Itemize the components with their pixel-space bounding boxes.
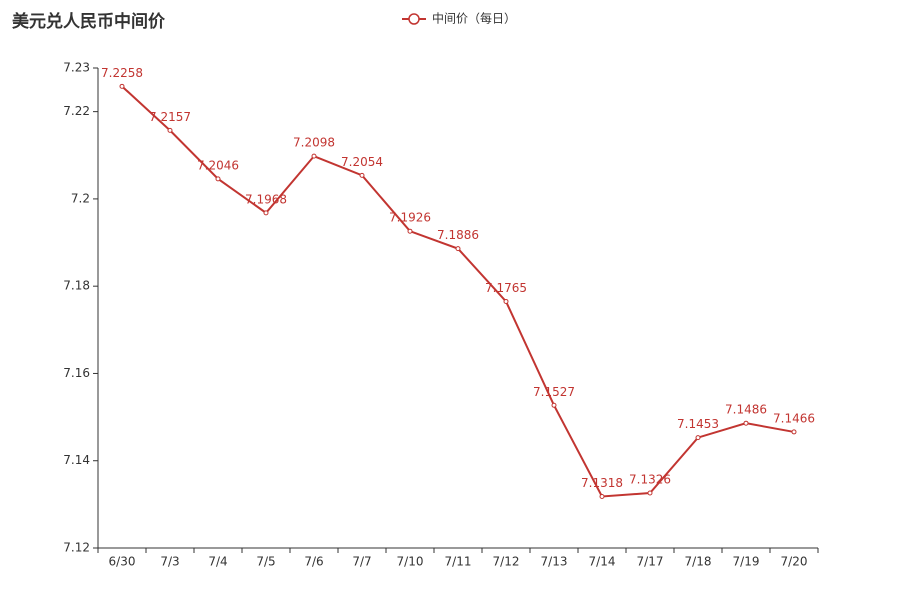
x-tick-label: 7/14: [589, 555, 616, 569]
point: [647, 490, 653, 496]
point: [119, 83, 125, 89]
data-label: 7.1326: [629, 473, 671, 487]
x-tick-label: 7/4: [208, 555, 227, 569]
y-tick-label: 7.2: [71, 191, 90, 205]
data-label: 7.1765: [485, 281, 527, 295]
data-label: 7.1926: [389, 211, 431, 225]
x-tick-label: 7/11: [445, 555, 472, 569]
point: [695, 435, 701, 441]
y-tick-label: 7.14: [63, 453, 90, 467]
data-label: 7.2098: [293, 136, 335, 150]
data-label: 7.1968: [245, 192, 287, 206]
point: [743, 420, 749, 426]
x-tick-label: 7/3: [160, 555, 179, 569]
line: [121, 85, 795, 498]
y-tick-label: 7.12: [63, 541, 90, 555]
point: [359, 172, 365, 178]
x-tick-label: 7/12: [493, 555, 520, 569]
y-tick-label: 7.23: [63, 61, 90, 75]
data-label: 7.2258: [101, 66, 143, 80]
y-tick-label: 7.18: [63, 279, 90, 293]
point: [599, 494, 605, 500]
point: [167, 127, 173, 133]
point: [551, 402, 557, 408]
x-tick-label: 7/7: [352, 555, 371, 569]
data-label: 7.1318: [581, 476, 623, 490]
x-tick-label: 6/30: [109, 555, 136, 569]
legend-marker: [408, 13, 420, 25]
point: [263, 210, 269, 216]
x-tick-label: 7/5: [256, 555, 275, 569]
data-label: 7.1527: [533, 385, 575, 399]
data-label: 7.2046: [197, 158, 239, 172]
data-label: 7.2157: [149, 110, 191, 124]
data-label: 7.1886: [437, 228, 479, 242]
x-tick-label: 7/13: [541, 555, 568, 569]
x-tick-label: 7/18: [685, 555, 712, 569]
x-tick-label: 7/20: [781, 555, 808, 569]
point: [215, 176, 221, 182]
x-tick-label: 7/19: [733, 555, 760, 569]
point: [455, 246, 461, 252]
x-tick-label: 7/10: [397, 555, 424, 569]
x-tick-label: 7/6: [304, 555, 323, 569]
point: [311, 153, 317, 159]
legend-label: 中间价（每日）: [432, 11, 516, 26]
y-tick-label: 7.22: [63, 104, 90, 118]
point: [503, 298, 509, 304]
data-label: 7.1466: [773, 411, 815, 425]
point: [791, 429, 797, 435]
x-tick-label: 7/17: [637, 555, 664, 569]
data-label: 7.2054: [341, 155, 383, 169]
point: [407, 228, 413, 234]
data-label: 7.1486: [725, 403, 767, 417]
data-label: 7.1453: [677, 417, 719, 431]
y-tick-label: 7.16: [63, 366, 90, 380]
chart-title: 美元兑人民币中间价: [12, 11, 166, 32]
